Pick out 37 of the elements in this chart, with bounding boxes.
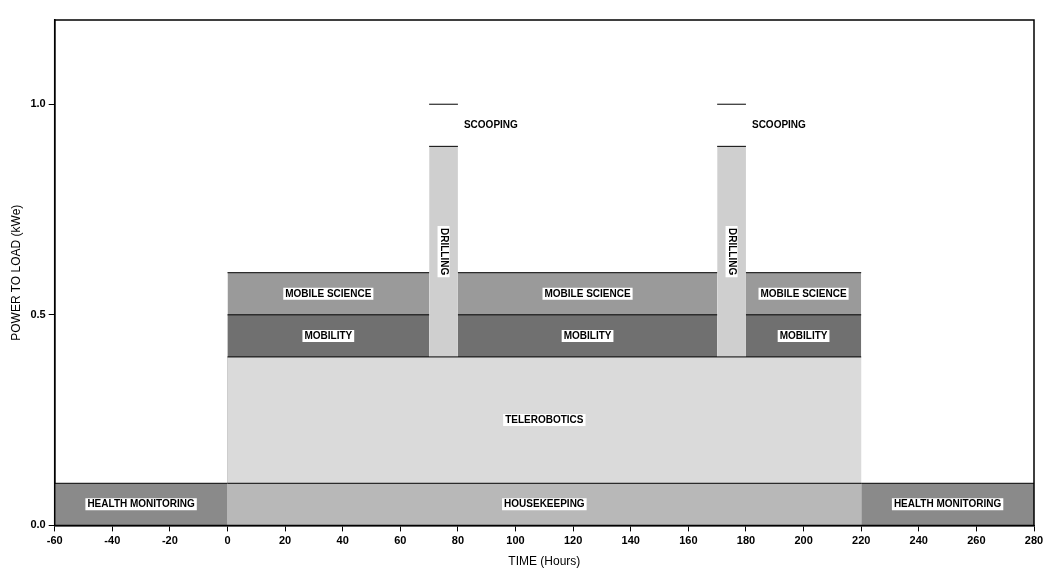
x-tick-label: 80 (451, 534, 465, 547)
series-label: TELEROBOTICS (505, 413, 584, 425)
series-label: HEALTH MONITORING (87, 498, 196, 510)
y-tick-label: 0.5 (30, 307, 46, 320)
x-tick-label: -60 (46, 534, 63, 547)
series-label: MOBILITY (779, 329, 828, 341)
x-tick-label: -20 (161, 534, 178, 547)
series-label: HEALTH MONITORING (893, 498, 1002, 510)
x-tick-label: 240 (909, 534, 928, 547)
x-tick-label: 100 (506, 534, 525, 547)
x-axis-title: TIME (Hours) (508, 554, 581, 569)
series-label: DRILLING (438, 228, 450, 276)
y-axis-title: POWER TO LOAD (kWe) (8, 204, 23, 341)
series-label: MOBILE SCIENCE (285, 287, 372, 299)
y-tick-label: 0.0 (30, 518, 46, 531)
x-tick-label: 0 (224, 534, 231, 547)
x-tick-label: 20 (278, 534, 292, 547)
series-label: DRILLING (726, 228, 738, 276)
x-tick-label: 140 (621, 534, 640, 547)
series-label: MOBILITY (304, 329, 353, 341)
y-tick-label: 1.0 (30, 97, 46, 110)
x-tick-label: 180 (736, 534, 756, 547)
x-tick-label: 160 (679, 534, 698, 547)
series-label: SCOOPING (751, 119, 807, 131)
x-tick-label: -40 (104, 534, 121, 547)
x-tick-label: 260 (967, 534, 986, 547)
x-tick-label: 60 (394, 534, 407, 547)
x-tick-label: 200 (794, 534, 813, 547)
series-label: MOBILE SCIENCE (760, 287, 847, 299)
x-tick-label: 120 (563, 534, 583, 547)
series-label: MOBILE SCIENCE (544, 287, 631, 299)
series-label: SCOOPING (463, 119, 519, 131)
x-tick-label: 280 (1024, 534, 1044, 547)
series-label: HOUSEKEEPING (504, 498, 585, 510)
series-label: MOBILITY (563, 329, 612, 341)
x-tick-label: 40 (336, 534, 349, 547)
x-tick-label: 220 (852, 534, 871, 547)
